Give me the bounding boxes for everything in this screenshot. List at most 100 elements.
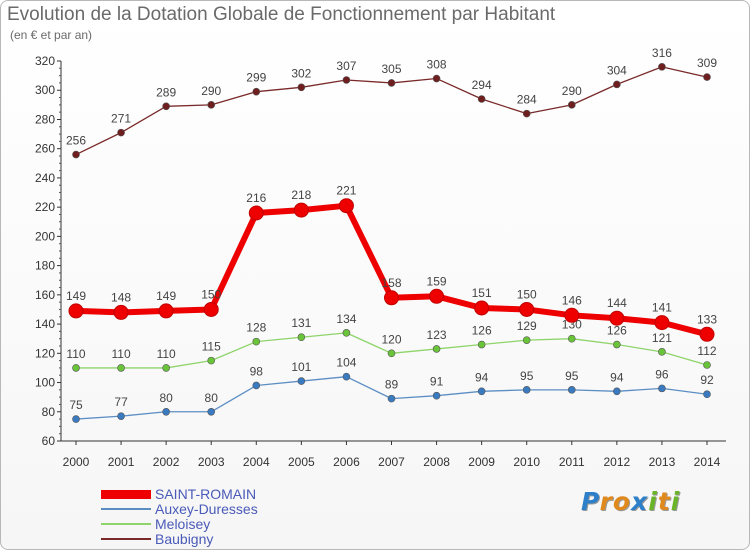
data-label-meloisey: 121 [652,331,672,345]
data-point-saint-romain [609,310,625,326]
data-point-meloisey [522,336,531,344]
legend-swatch-saint-romain [101,490,151,499]
logo-letter: r [599,487,613,516]
data-point-auxey-duresses [477,387,486,396]
data-point-saint-romain [384,290,399,306]
data-label-saint-romain: 148 [111,290,131,304]
data-point-meloisey [252,337,261,346]
y-tick-label: 240 [35,171,55,185]
data-label-baubigny: 302 [291,66,311,80]
data-point-baubigny [613,80,621,89]
y-tick-label: 60 [42,434,56,448]
data-point-saint-romain [338,198,354,214]
legend: SAINT-ROMAIN Auxey-Duresses Meloisey Baubig… [101,486,401,547]
x-tick-label: 2014 [694,455,721,469]
legend-label-baubigny: Baubigny [155,531,214,547]
data-point-meloisey [432,345,441,353]
data-point-meloisey [342,329,351,337]
x-tick-label: 2008 [423,455,450,469]
legend-swatch-baubigny [101,538,151,540]
data-label-auxey-duresses: 101 [291,360,311,374]
x-tick-label: 2007 [378,455,405,469]
data-point-baubigny [387,79,396,87]
x-tick-label: 2001 [108,455,135,469]
x-tick-label: 2003 [198,455,225,469]
data-label-auxey-duresses: 98 [250,364,264,378]
data-label-auxey-duresses: 95 [520,369,534,383]
data-label-baubigny: 290 [201,84,221,98]
x-tick-label: 2002 [153,455,180,469]
data-point-meloisey [567,334,576,343]
legend-swatch-auxey-duresses [101,508,151,510]
legend-item-auxey-duresses: Auxey-Duresses [101,501,401,517]
data-point-auxey-duresses [342,372,351,381]
chart-title: Evolution de la Dotation Globale de Fonc… [7,4,556,25]
data-point-auxey-duresses [117,412,125,420]
logo-letter: o [612,487,632,516]
logo-letter: i [648,487,658,516]
x-tick-label: 2006 [333,455,360,469]
data-point-auxey-duresses [613,387,621,396]
data-label-auxey-duresses: 95 [565,369,579,383]
y-tick-label: 80 [42,405,56,419]
logo-letter: i [670,487,681,516]
data-label-baubigny: 305 [381,62,401,76]
data-label-saint-romain: 221 [336,184,356,198]
logo-letter: t [657,487,671,516]
data-point-saint-romain [699,326,715,342]
data-point-baubigny [567,101,576,109]
data-label-meloisey: 129 [517,319,537,333]
data-label-baubigny: 309 [697,56,717,70]
x-tick-label: 2012 [604,455,631,469]
data-label-saint-romain: 218 [291,188,311,202]
data-label-saint-romain: 144 [607,296,627,310]
y-tick-label: 200 [35,229,55,243]
data-label-saint-romain: 146 [562,293,582,307]
data-point-saint-romain [474,300,490,316]
y-tick-label: 220 [35,200,55,214]
data-point-meloisey [162,364,170,372]
data-label-auxey-duresses: 96 [655,367,669,381]
data-label-saint-romain: 151 [472,286,492,300]
y-tick-label: 320 [35,54,55,68]
data-point-baubigny [522,109,531,118]
data-point-meloisey [297,333,306,342]
data-label-meloisey: 115 [202,340,221,354]
data-point-meloisey [72,364,80,372]
data-label-saint-romain: 149 [156,289,176,303]
data-label-baubigny: 290 [562,84,582,98]
data-point-saint-romain [654,315,670,331]
data-label-baubigny: 316 [652,46,672,60]
data-label-auxey-duresses: 77 [114,395,128,409]
y-tick-label: 260 [35,142,55,156]
data-point-meloisey [387,349,396,358]
data-label-auxey-duresses: 91 [430,375,444,389]
data-point-baubigny [207,101,216,109]
logo-letter: x [631,487,649,516]
data-point-meloisey [477,340,486,349]
legend-swatch-meloisey [101,523,151,525]
data-label-meloisey: 110 [157,347,176,361]
data-point-saint-romain [564,307,580,323]
y-tick-label: 160 [35,288,55,302]
data-label-meloisey: 128 [246,321,266,335]
data-label-saint-romain: 158 [381,276,401,290]
data-label-saint-romain: 149 [66,289,86,303]
proxiti-logo: Proxiti [581,487,680,516]
y-tick-label: 300 [35,83,55,97]
y-tick-label: 180 [35,259,55,273]
data-point-saint-romain [158,303,174,319]
data-point-auxey-duresses [522,386,531,394]
data-label-meloisey: 110 [66,347,85,361]
data-label-baubigny: 307 [336,59,356,73]
data-point-baubigny [72,150,80,159]
legend-item-saint-romain: SAINT-ROMAIN [101,486,401,502]
data-point-auxey-duresses [567,386,576,394]
data-label-baubigny: 284 [517,93,537,107]
data-point-saint-romain [248,205,264,221]
data-point-auxey-duresses [252,381,261,390]
data-point-auxey-duresses [387,394,396,403]
data-point-baubigny [162,102,170,111]
